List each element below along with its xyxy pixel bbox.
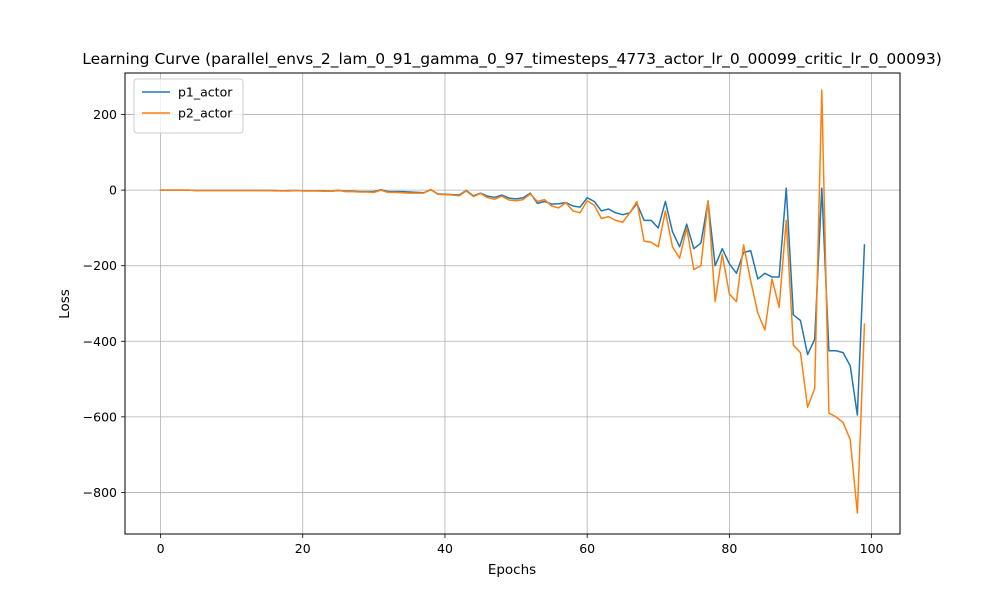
legend-label-p1_actor: p1_actor xyxy=(178,85,233,100)
y-tick-label: −800 xyxy=(83,485,117,500)
plot-frame xyxy=(124,72,901,535)
x-tick-label: 80 xyxy=(721,541,737,556)
y-tick-label: 200 xyxy=(93,107,117,122)
axis-ticks: 0 20 40 60 80 100 200 0 −200 −400 −600 −800 xyxy=(83,107,884,556)
y-tick-label: −600 xyxy=(83,409,117,424)
x-tick-label: 0 xyxy=(157,541,165,556)
x-tick-label: 60 xyxy=(579,541,595,556)
y-tick-label: −200 xyxy=(83,258,117,273)
x-tick-label: 40 xyxy=(437,541,453,556)
y-tick-label: −400 xyxy=(83,334,117,349)
series-line-p2_actor xyxy=(159,89,866,514)
legend-label-p2_actor: p2_actor xyxy=(178,106,233,121)
chart-title: Learning Curve (parallel_envs_2_lam_0_91… xyxy=(82,50,942,69)
x-tick-label: 20 xyxy=(295,541,311,556)
y-tick-label: 0 xyxy=(109,183,117,198)
x-axis-label: Epochs xyxy=(488,562,536,578)
legend: p1_actor p2_actor xyxy=(133,78,244,134)
grid xyxy=(125,73,900,534)
series-line-p1_actor xyxy=(159,187,866,416)
series-lines xyxy=(159,89,866,514)
y-axis-label: Loss xyxy=(57,289,73,319)
x-tick-label: 100 xyxy=(860,541,884,556)
